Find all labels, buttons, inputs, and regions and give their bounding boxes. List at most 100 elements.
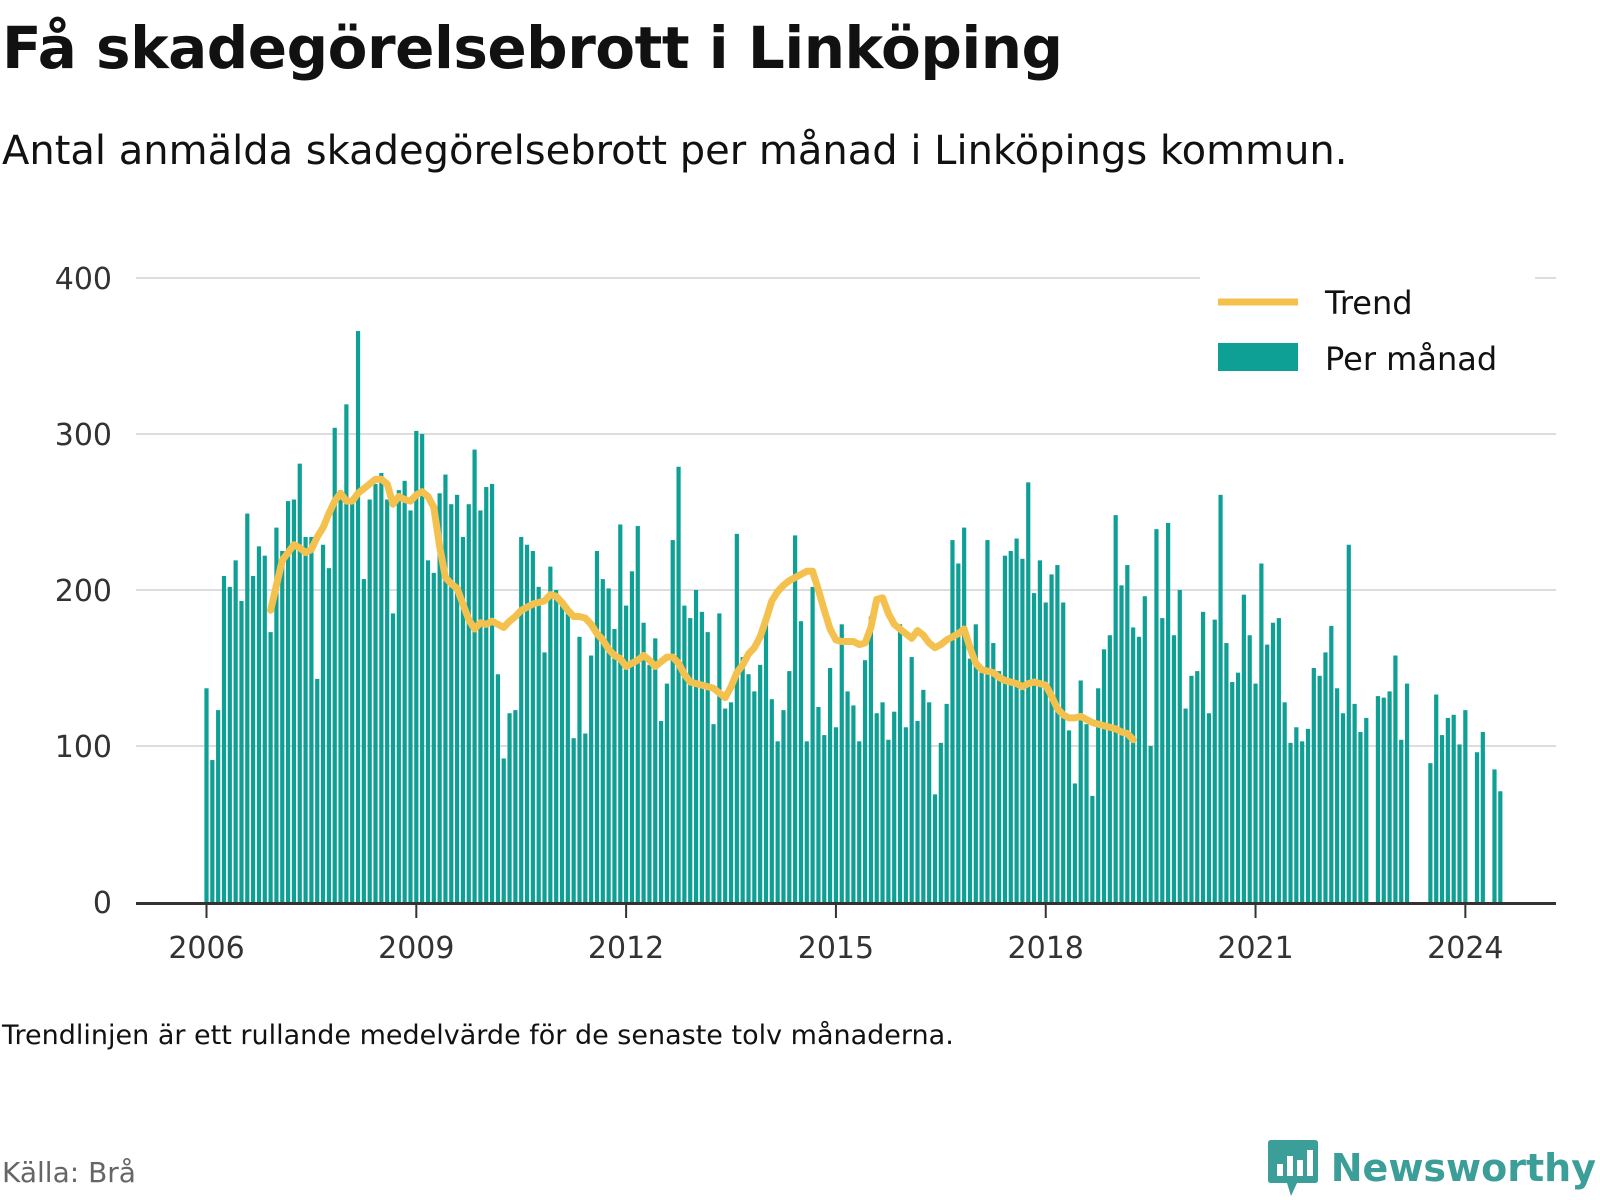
bar — [1008, 551, 1013, 902]
bar — [210, 760, 215, 902]
bar — [256, 546, 262, 902]
bar — [443, 474, 448, 902]
bar — [1096, 688, 1101, 902]
bar — [548, 566, 553, 902]
bar — [1090, 795, 1095, 902]
bar — [775, 741, 780, 902]
bar — [233, 560, 238, 902]
bar — [1235, 672, 1241, 902]
bar — [845, 691, 850, 902]
bar — [670, 540, 675, 902]
bar — [1294, 727, 1299, 902]
bar — [274, 527, 279, 902]
bar — [262, 555, 267, 902]
bar — [804, 741, 809, 902]
bar — [1189, 675, 1194, 902]
bar — [857, 741, 862, 902]
bar — [1212, 619, 1217, 902]
bar — [979, 669, 984, 902]
bar — [542, 652, 547, 902]
bar — [1066, 730, 1072, 902]
bar — [816, 707, 821, 902]
bar — [1323, 652, 1328, 902]
bar — [612, 629, 617, 902]
bar — [1230, 682, 1235, 902]
bar — [1404, 683, 1410, 902]
bar — [886, 739, 891, 902]
bar — [571, 738, 576, 902]
bar — [513, 710, 518, 902]
bar — [285, 501, 291, 902]
bar — [1492, 769, 1497, 902]
bar — [606, 588, 611, 902]
bar — [501, 758, 506, 902]
bar — [746, 674, 751, 902]
bar — [420, 434, 425, 902]
bar — [874, 713, 879, 902]
bar — [897, 624, 903, 902]
bar — [1352, 703, 1357, 902]
bar — [396, 490, 401, 902]
y-tick-label: 400 — [55, 262, 112, 297]
bar — [921, 689, 926, 902]
bar — [1031, 593, 1037, 902]
bar — [1387, 691, 1392, 902]
bar — [1037, 560, 1043, 902]
bar — [489, 483, 495, 902]
bar — [437, 493, 442, 902]
bar — [1131, 627, 1136, 902]
bar — [373, 483, 378, 902]
bar — [1206, 713, 1212, 902]
x-tick-label: 2006 — [168, 931, 244, 966]
bar — [297, 463, 302, 902]
bar — [711, 724, 716, 902]
source-label: Källa: Brå — [2, 1156, 136, 1189]
x-tick-label: 2018 — [1008, 931, 1084, 966]
y-axis: 0 100 200 300 400 — [55, 262, 112, 921]
bar — [1084, 724, 1089, 902]
legend: Trend Per månad — [1200, 270, 1535, 386]
bar — [1317, 675, 1322, 902]
bar — [985, 540, 990, 902]
bar — [798, 621, 804, 902]
bar — [734, 533, 739, 902]
bar — [361, 579, 366, 902]
x-axis: 2006 2009 2012 2015 2018 2021 2024 — [168, 905, 1504, 966]
bar — [688, 618, 693, 902]
bar — [268, 632, 273, 902]
bar — [1364, 717, 1369, 902]
bar — [833, 727, 839, 902]
bar — [1346, 544, 1351, 902]
bar — [1358, 731, 1363, 902]
bar — [332, 427, 337, 902]
bar — [221, 575, 227, 902]
bar — [624, 605, 629, 902]
x-tick-label: 2021 — [1217, 931, 1293, 966]
bar — [1498, 791, 1503, 902]
bar — [763, 618, 769, 902]
bar — [204, 688, 209, 902]
bar — [705, 632, 710, 902]
bar — [793, 535, 798, 902]
bar — [1177, 590, 1182, 902]
bar — [530, 551, 535, 902]
bar — [909, 657, 914, 902]
bar — [449, 504, 454, 902]
bar — [1241, 594, 1246, 902]
legend-bar-swatch — [1218, 343, 1298, 371]
bar — [1335, 688, 1340, 902]
bar — [973, 624, 978, 902]
bar — [932, 794, 938, 902]
bar-series-per-manad — [204, 331, 1503, 902]
bar — [1253, 683, 1258, 902]
bar — [723, 708, 728, 902]
bar — [1288, 742, 1293, 902]
bar — [991, 643, 996, 902]
bar — [326, 568, 331, 902]
y-tick-label: 100 — [55, 730, 112, 765]
bar — [1078, 680, 1083, 902]
bar — [1480, 731, 1485, 902]
bar — [664, 683, 670, 902]
bar — [1195, 671, 1200, 902]
bar — [740, 657, 745, 902]
